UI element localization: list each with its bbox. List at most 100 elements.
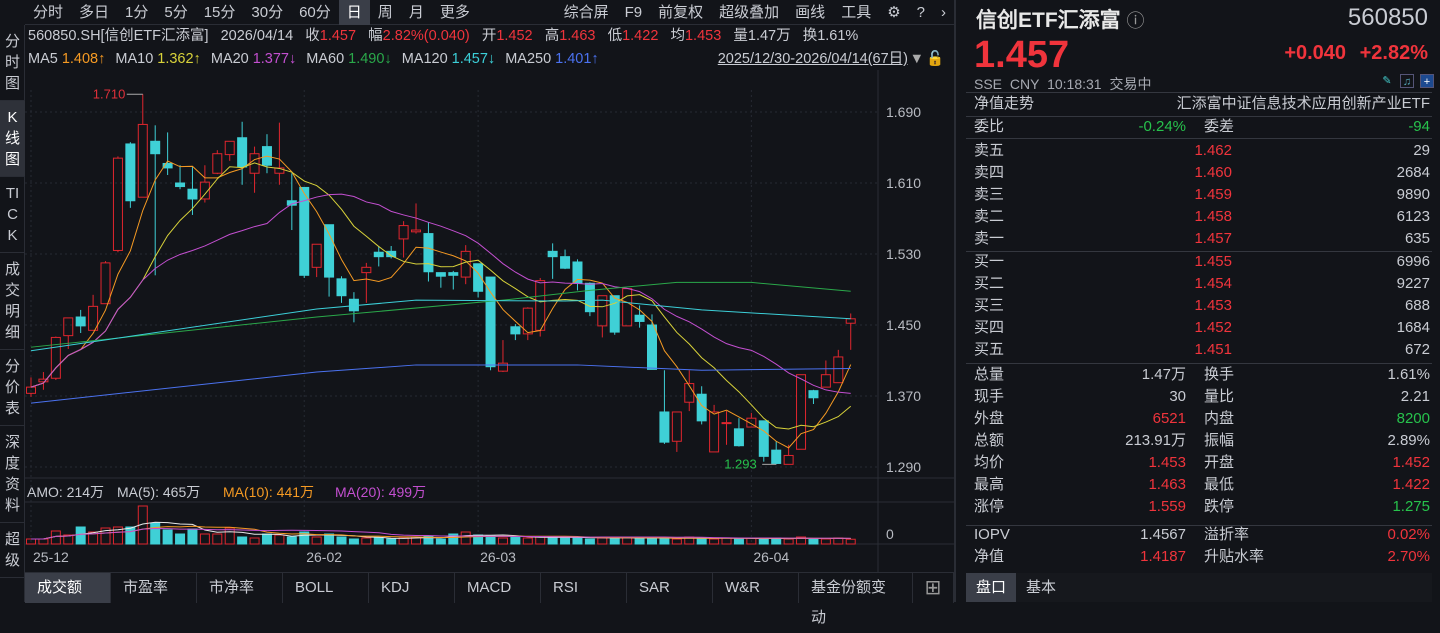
candle-body	[497, 362, 508, 372]
chevron-right-icon[interactable]: ›	[941, 3, 946, 21]
stat-row: 净值 1.4187 升贴水率 2.70%	[974, 546, 1430, 568]
add-indicator-plus-icon[interactable]: ⊞	[913, 573, 954, 603]
toolbar-button[interactable]: 画线	[795, 3, 826, 21]
quote-tab[interactable]: 基本	[1026, 579, 1057, 596]
period-tab[interactable]: 月	[408, 3, 424, 21]
settings-gear-icon[interactable]: ⚙	[887, 3, 901, 21]
candle-body	[175, 182, 186, 188]
indicator-tab[interactable]: 基金份额变动	[799, 573, 913, 626]
ma-value: 1.490↓	[348, 51, 392, 67]
candle-body	[597, 295, 608, 327]
stat-row: 均价 1.453 开盘 1.452	[974, 452, 1430, 474]
help-icon[interactable]: ?	[916, 3, 925, 21]
add-plus-icon[interactable]: +	[1420, 74, 1434, 88]
candle-body	[584, 282, 595, 313]
avg-label: 均	[670, 28, 685, 44]
period-tab[interactable]: 日	[338, 0, 370, 25]
kline-chart[interactable]: 1.690 1.610 1.530 1.450 1.370 1.290 25-12 26-02…	[25, 70, 954, 572]
indicator-tab[interactable]: 成交额	[25, 573, 111, 603]
toolbar-button[interactable]: 前复权	[658, 3, 704, 21]
candle	[659, 370, 670, 444]
level-label: 买二	[974, 275, 1005, 292]
edit-pencil-icon[interactable]: ✎	[1382, 75, 1392, 87]
amo-legend-amo: AMO: 214万	[27, 484, 104, 500]
indicator-tab[interactable]: MACD	[455, 573, 541, 603]
candle-body	[435, 272, 446, 277]
quote-tab[interactable]: 盘口	[966, 573, 1017, 602]
amount-bar	[597, 537, 608, 545]
candle-body	[796, 374, 807, 450]
period-tab[interactable]: 更多	[439, 3, 470, 21]
quote-info-line: 560850.SH[信创ETF汇添富] 2026/04/14 收1.457 幅2…	[28, 25, 858, 47]
date-range-selector[interactable]: 2025/12/30-2026/04/14(67日)	[717, 51, 908, 67]
level-volume: 688	[1404, 297, 1430, 314]
candle	[634, 305, 645, 328]
nav-trend-row[interactable]: 净值走势 汇添富中证信息技术应用创新产业ETF	[974, 93, 1430, 115]
period-tab[interactable]: 1分	[125, 3, 149, 21]
candle	[622, 288, 633, 327]
toolbar-button[interactable]: 工具	[841, 3, 872, 21]
amo-ma20-line	[31, 528, 851, 540]
candle-body	[771, 449, 782, 464]
toolbar-button[interactable]: F9	[624, 3, 643, 21]
fund-full-name: 汇添富中证信息技术应用创新产业ETF	[1176, 95, 1430, 112]
sidebar-item[interactable]: 深度资料	[0, 426, 25, 523]
toolbar-button[interactable]: 综合屏	[563, 3, 609, 21]
sidebar-item[interactable]: 超级	[0, 523, 25, 578]
indicator-tab[interactable]: KDJ	[369, 573, 455, 603]
sidebar-item[interactable]: 分时图	[0, 25, 25, 101]
period-tab[interactable]: 5分	[164, 3, 188, 21]
amount-bar	[584, 538, 595, 545]
ma-legend: MA5 1.408↑ MA10 1.362↑ MA20 1.377↓ MA60 1.490↓ M…	[28, 48, 948, 70]
amount-bar	[361, 537, 372, 545]
ma120-line	[30, 299, 851, 352]
candle	[733, 418, 744, 447]
lock-icon[interactable]: 🔓	[925, 51, 944, 67]
period-tab[interactable]: 30分	[251, 3, 284, 21]
sidebar-item[interactable]: TICK	[0, 177, 25, 253]
candle	[833, 349, 844, 384]
candle-body	[845, 318, 856, 324]
candle	[584, 282, 595, 317]
sidebar-item[interactable]: 分价表	[0, 350, 25, 426]
ma-value: 1.377↓	[252, 51, 297, 67]
indicator-tab[interactable]: W&R	[713, 573, 799, 603]
candle-body	[38, 378, 49, 383]
stat-row: IOPV 1.4567 溢折率 0.02%	[974, 524, 1430, 546]
amount-bar	[485, 535, 496, 545]
last-price: 1.457	[974, 34, 1070, 76]
y-tick-label: 1.690	[886, 104, 921, 120]
stat-label: 量比	[1204, 388, 1235, 405]
toolbar-button[interactable]: 超级叠加	[719, 3, 780, 21]
view-sidebar: 分时图 K线图 TICK 成交明细 分价表 深度资料 超级	[0, 25, 25, 602]
amount-bar	[125, 526, 136, 545]
period-tab[interactable]: 周	[377, 3, 393, 21]
indicator-tab[interactable]: 市盈率	[111, 573, 197, 603]
candle	[137, 94, 148, 198]
order-book-row: 卖三 1.459 9890	[974, 184, 1430, 206]
level-volume: 635	[1404, 230, 1430, 247]
indicator-tab[interactable]: SAR	[627, 573, 713, 603]
stat-value: 1.47万	[1141, 366, 1186, 383]
indicator-tab[interactable]: BOLL	[283, 573, 369, 603]
candle	[38, 372, 49, 390]
period-tab[interactable]: 分时	[33, 3, 64, 21]
stat-label: 总量	[974, 366, 1005, 383]
period-tab[interactable]: 多日	[79, 3, 110, 21]
indicator-tab[interactable]: RSI	[541, 573, 627, 603]
period-tab[interactable]: 15分	[203, 3, 236, 21]
sidebar-item[interactable]: K线图	[0, 101, 25, 177]
amount-bar	[324, 533, 335, 545]
candle-body	[721, 422, 732, 425]
period-tab[interactable]: 60分	[299, 3, 331, 21]
indicator-tab[interactable]: 市净率	[197, 573, 283, 603]
level-label: 卖三	[974, 186, 1005, 203]
sidebar-item[interactable]: 成交明细	[0, 253, 25, 350]
alert-bell-icon[interactable]: ♫	[1400, 74, 1414, 88]
order-book-row: 卖一 1.457 635	[974, 228, 1430, 250]
stat-label: 最高	[974, 476, 1005, 493]
dropdown-triangle-icon[interactable]: ▼	[909, 51, 924, 67]
candle	[423, 222, 434, 282]
candle	[435, 272, 446, 288]
info-icon[interactable]: ⓘ	[1126, 11, 1145, 31]
